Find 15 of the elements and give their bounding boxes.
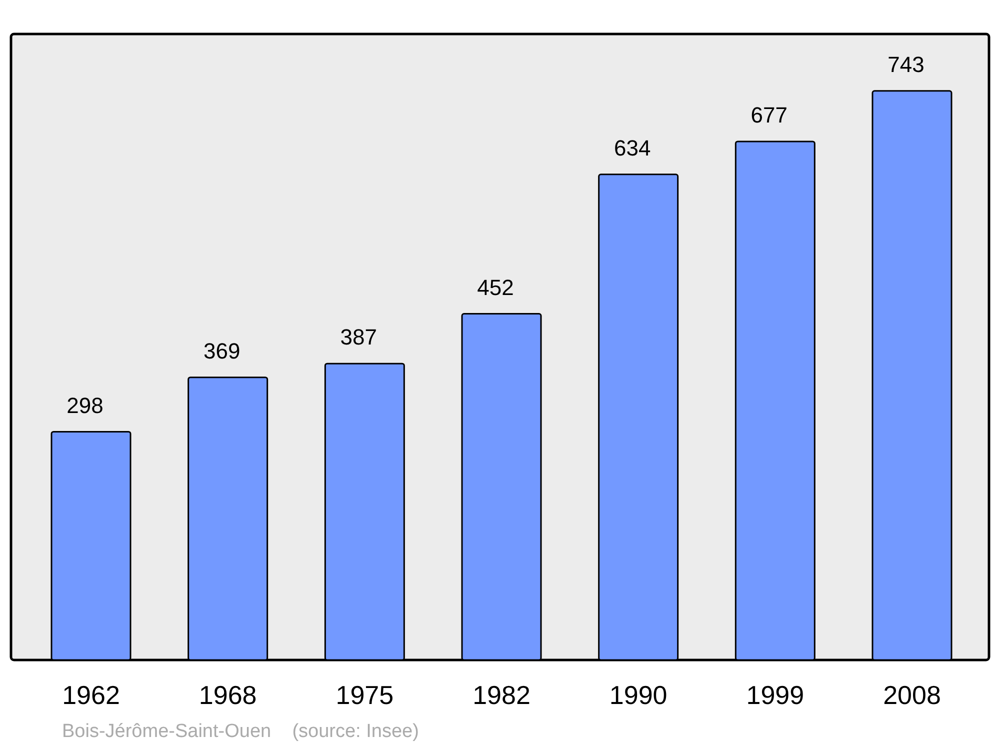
x-tick-label: 2008 — [883, 680, 941, 710]
x-tick-label: 1968 — [198, 680, 257, 710]
data-label: 452 — [477, 274, 514, 300]
data-label: 677 — [750, 102, 788, 128]
x-tick-label: 1999 — [746, 680, 804, 710]
text: Bois-Jérôme-Saint-Ouen (source: Insee) — [62, 721, 419, 742]
data-label: 369 — [203, 338, 240, 364]
data-label: 743 — [888, 52, 924, 77]
x-tick-label: 1975 — [336, 680, 394, 710]
x-tick-label: 1982 — [472, 680, 530, 710]
data-label: 634 — [614, 135, 651, 160]
x-tick-label: 1990 — [609, 680, 668, 710]
data-label: 387 — [340, 324, 378, 350]
x-tick-label: 1962 — [62, 680, 120, 710]
data-label: 298 — [66, 392, 104, 418]
